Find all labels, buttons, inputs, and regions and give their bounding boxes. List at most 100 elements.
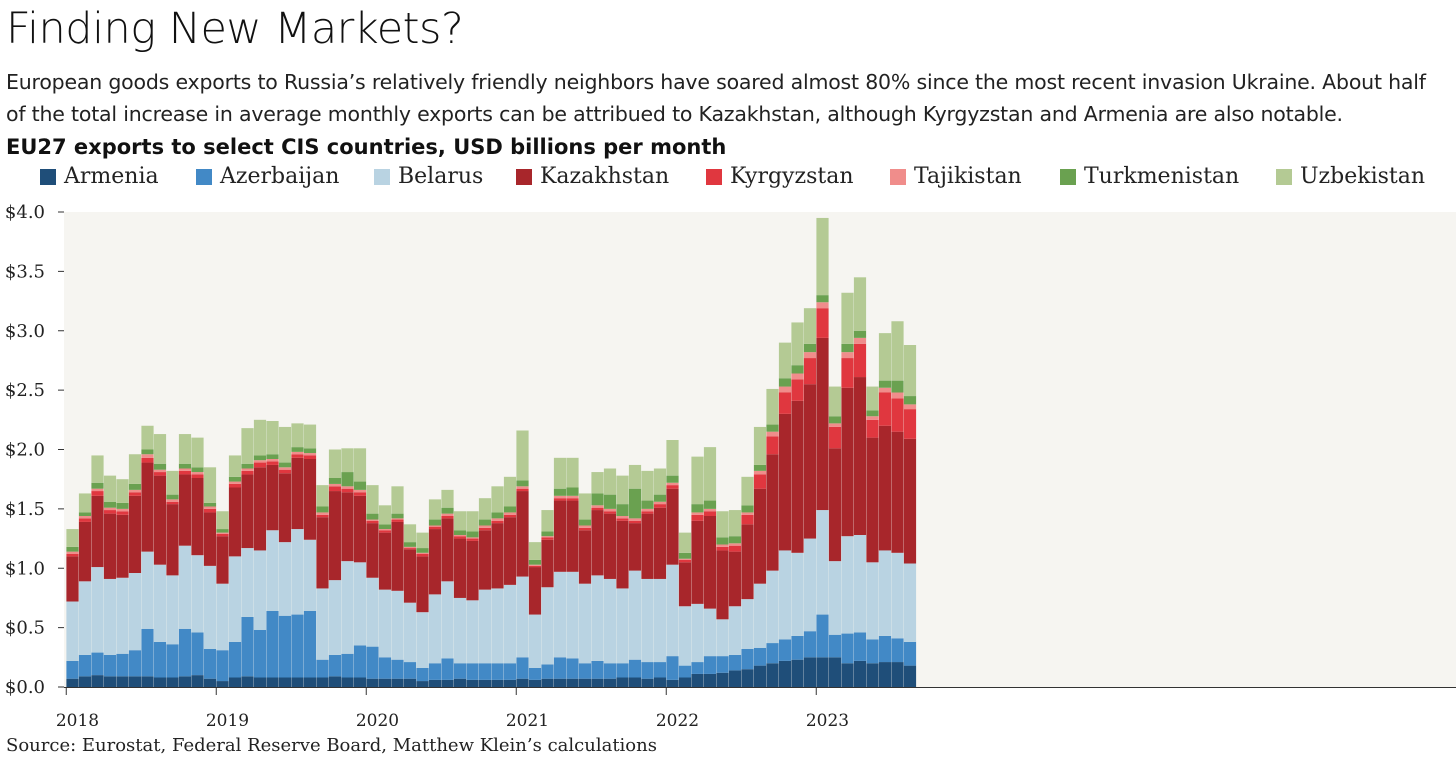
bar-segment-tajikistan xyxy=(866,416,879,420)
bar-segment-azerbaijan xyxy=(266,611,279,678)
bar-segment-azerbaijan xyxy=(778,639,792,661)
bar-segment-belarus xyxy=(728,606,742,655)
bar-segment-kyrgyzstan xyxy=(816,308,829,338)
bar-segment-tajikistan xyxy=(391,518,404,520)
bar-segment-turkmenistan xyxy=(641,500,654,509)
source-note: Source: Eurostat, Federal Reserve Board,… xyxy=(6,735,657,756)
bar-segment-kazakhstan xyxy=(853,377,867,535)
bar-segment-kyrgyzstan xyxy=(628,520,642,524)
bar-segment-kazakhstan xyxy=(603,513,617,579)
bar-segment-tajikistan xyxy=(416,552,429,554)
bar-segment-kazakhstan xyxy=(691,520,704,604)
bar-segment-turkmenistan xyxy=(628,488,642,519)
bar-segment-tajikistan xyxy=(628,518,642,521)
x-tick-label: 2023 xyxy=(806,711,849,731)
bar-segment-armenia xyxy=(566,678,579,687)
legend-item-turkmenistan: Turkmenistan xyxy=(1060,164,1239,189)
bar-segment-tajikistan xyxy=(653,501,667,505)
bar-segment-uzbekistan xyxy=(453,511,467,531)
bar-stack-2023-03 xyxy=(841,292,854,687)
bar-segment-armenia xyxy=(603,678,617,687)
bar-segment-tajikistan xyxy=(266,459,279,462)
legend-item-kazakhstan: Kazakhstan xyxy=(516,164,669,189)
x-tick-label: 2019 xyxy=(206,711,249,731)
bar-segment-kazakhstan xyxy=(841,387,854,537)
bar-segment-azerbaijan xyxy=(753,647,767,666)
bar-segment-turkmenistan xyxy=(116,502,129,509)
legend-swatch xyxy=(40,168,56,185)
bar-segment-kazakhstan xyxy=(216,536,229,584)
bar-segment-armenia xyxy=(266,677,279,687)
bar-segment-kazakhstan xyxy=(166,504,179,576)
bar-stack-2018-06 xyxy=(128,454,142,687)
bar-segment-belarus xyxy=(791,552,804,636)
bar-segment-armenia xyxy=(866,663,879,687)
bar-segment-turkmenistan xyxy=(253,455,267,461)
bar-segment-belarus xyxy=(803,538,817,632)
bar-segment-tajikistan xyxy=(141,454,154,458)
x-tick-label: 2020 xyxy=(356,711,399,731)
bar-segment-uzbekistan xyxy=(128,454,142,484)
bar-segment-armenia xyxy=(878,662,892,687)
bar-segment-belarus xyxy=(253,550,267,630)
bar-segment-azerbaijan xyxy=(528,668,542,680)
bar-segment-turkmenistan xyxy=(316,506,329,513)
bar-segment-tajikistan xyxy=(116,508,129,512)
bar-segment-kyrgyzstan xyxy=(728,545,742,552)
bar-stack-2018-08 xyxy=(153,434,167,687)
bar-segment-uzbekistan xyxy=(103,475,117,502)
bar-segment-tajikistan xyxy=(791,373,804,380)
bar-segment-kyrgyzstan xyxy=(216,533,229,537)
bar-segment-uzbekistan xyxy=(341,448,354,473)
bar-segment-kyrgyzstan xyxy=(91,491,104,496)
bar-segment-belarus xyxy=(541,587,554,665)
bar-stack-2020-11 xyxy=(491,486,504,687)
y-tick-label: $2.0 xyxy=(5,440,45,461)
bar-segment-uzbekistan xyxy=(691,456,704,505)
bar-segment-belarus xyxy=(841,536,854,634)
bar-segment-armenia xyxy=(116,676,129,687)
bar-segment-azerbaijan xyxy=(441,658,454,680)
bar-segment-azerbaijan xyxy=(216,650,229,682)
bar-segment-kyrgyzstan xyxy=(653,504,667,508)
bar-segment-uzbekistan xyxy=(378,505,392,525)
legend-item-tajikistan: Tajikistan xyxy=(890,164,1022,189)
bar-segment-tajikistan xyxy=(278,467,292,470)
bar-segment-uzbekistan xyxy=(666,440,679,476)
legend-label: Kazakhstan xyxy=(540,164,670,189)
bar-segment-azerbaijan xyxy=(666,656,679,680)
bar-segment-tajikistan xyxy=(678,558,692,560)
bar-stack-2021-09 xyxy=(616,475,629,687)
bar-segment-azerbaijan xyxy=(816,614,829,658)
bar-segment-uzbekistan xyxy=(541,510,554,532)
legend-swatch xyxy=(374,168,390,185)
bar-segment-tajikistan xyxy=(903,404,917,410)
bar-segment-uzbekistan xyxy=(228,455,242,477)
bar-segment-tajikistan xyxy=(78,516,92,519)
bar-segment-armenia xyxy=(628,677,642,687)
bar-segment-armenia xyxy=(853,660,867,687)
bar-segment-turkmenistan xyxy=(303,448,317,454)
bar-segment-uzbekistan xyxy=(203,467,217,503)
bar-stack-2018-05 xyxy=(116,479,129,687)
bar-segment-tajikistan xyxy=(728,543,742,546)
bar-segment-tajikistan xyxy=(691,512,704,515)
legend-label: Kyrgyzstan xyxy=(730,164,854,189)
bar-segment-armenia xyxy=(741,669,754,687)
bar-segment-azerbaijan xyxy=(91,652,104,676)
bar-segment-kazakhstan xyxy=(428,529,442,595)
bar-segment-kyrgyzstan xyxy=(778,392,792,414)
bar-stack-2022-12 xyxy=(803,308,817,687)
bar-segment-azerbaijan xyxy=(516,657,529,679)
bar-segment-tajikistan xyxy=(428,525,442,527)
bar-segment-kyrgyzstan xyxy=(316,514,329,518)
bar-segment-armenia xyxy=(503,679,517,687)
bar-segment-kazakhstan xyxy=(678,562,692,607)
bar-segment-kyrgyzstan xyxy=(266,461,279,465)
bar-segment-turkmenistan xyxy=(153,463,167,470)
bar-segment-kyrgyzstan xyxy=(553,498,567,501)
bar-segment-azerbaijan xyxy=(478,663,492,680)
bar-segment-armenia xyxy=(141,676,154,687)
bar-segment-kazakhstan xyxy=(291,457,304,530)
bar-segment-kazakhstan xyxy=(453,538,467,598)
